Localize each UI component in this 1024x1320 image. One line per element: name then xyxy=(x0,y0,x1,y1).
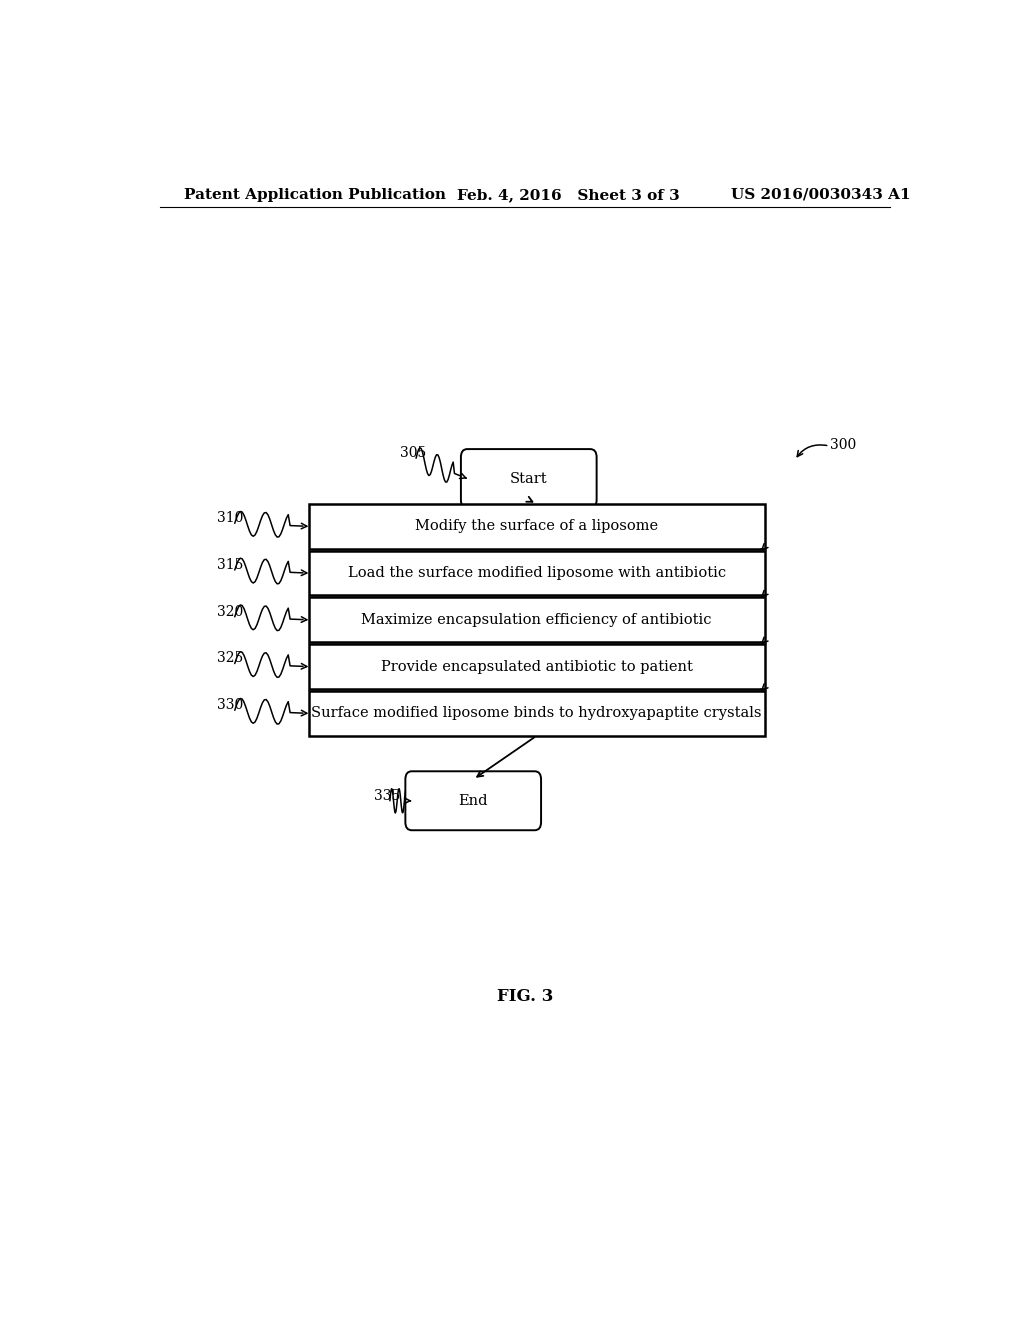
Text: Feb. 4, 2016   Sheet 3 of 3: Feb. 4, 2016 Sheet 3 of 3 xyxy=(458,187,680,202)
FancyBboxPatch shape xyxy=(406,771,541,830)
Text: 310: 310 xyxy=(217,511,244,525)
Text: 330: 330 xyxy=(217,698,244,713)
Text: 315: 315 xyxy=(217,558,244,572)
Text: Surface modified liposome binds to hydroxyapaptite crystals: Surface modified liposome binds to hydro… xyxy=(311,706,762,721)
Text: US 2016/0030343 A1: US 2016/0030343 A1 xyxy=(731,187,910,202)
Text: 300: 300 xyxy=(830,438,857,451)
Text: 305: 305 xyxy=(400,446,426,461)
FancyBboxPatch shape xyxy=(461,449,597,508)
Bar xyxy=(308,690,765,735)
Text: 335: 335 xyxy=(374,788,400,803)
Text: FIG. 3: FIG. 3 xyxy=(497,989,553,1006)
Text: Maximize encapsulation efficiency of antibiotic: Maximize encapsulation efficiency of ant… xyxy=(361,612,712,627)
Bar xyxy=(308,644,765,689)
Text: Start: Start xyxy=(510,471,548,486)
Bar xyxy=(308,504,765,549)
Text: 320: 320 xyxy=(217,605,244,619)
Text: Patent Application Publication: Patent Application Publication xyxy=(183,187,445,202)
Text: End: End xyxy=(459,793,488,808)
Text: Modify the surface of a liposome: Modify the surface of a liposome xyxy=(415,519,658,533)
Text: Provide encapsulated antibiotic to patient: Provide encapsulated antibiotic to patie… xyxy=(381,660,692,673)
Text: Load the surface modified liposome with antibiotic: Load the surface modified liposome with … xyxy=(347,566,726,579)
Bar xyxy=(308,598,765,643)
Text: 325: 325 xyxy=(217,652,244,665)
Bar xyxy=(308,550,765,595)
